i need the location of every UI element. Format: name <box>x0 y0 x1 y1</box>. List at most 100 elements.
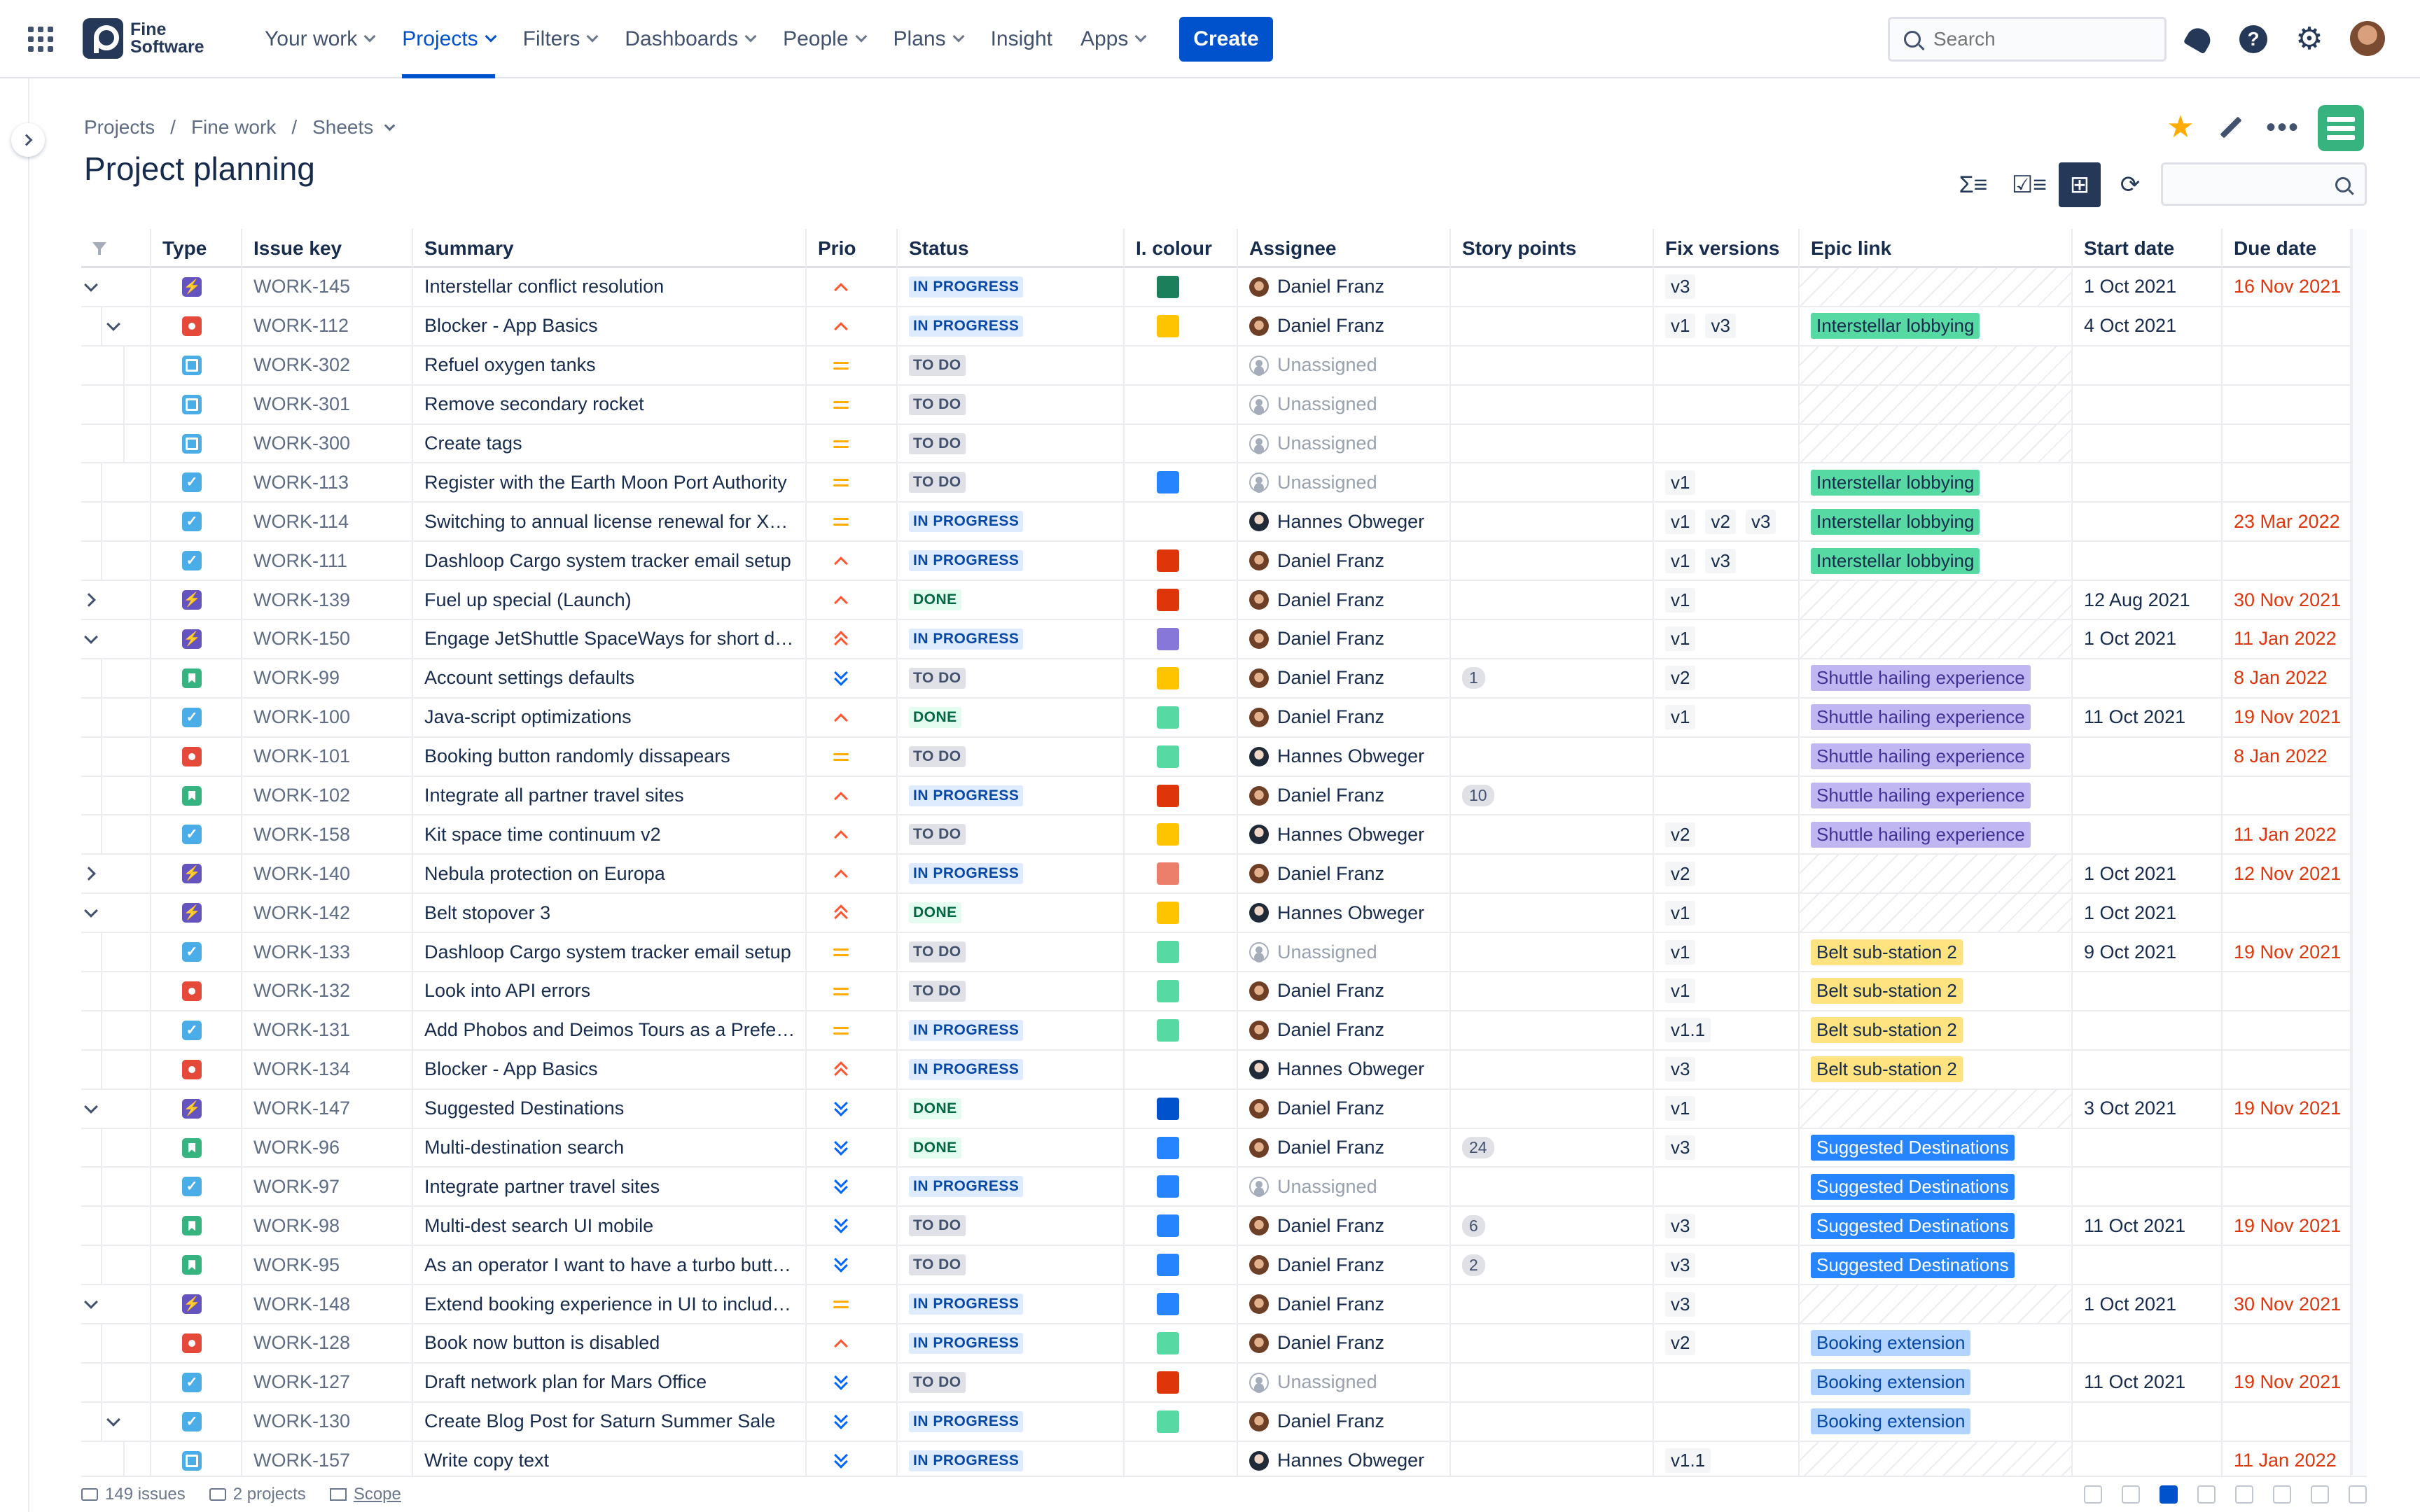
story-points-cell[interactable] <box>1451 933 1654 972</box>
story-points-cell[interactable] <box>1451 737 1654 776</box>
status-cell[interactable]: DONE <box>898 1128 1125 1167</box>
start-date-cell[interactable] <box>2073 385 2223 424</box>
summary-cell[interactable]: Remove secondary rocket <box>413 385 807 424</box>
favorite-star-icon[interactable]: ★ <box>2167 110 2195 144</box>
issue-key-text[interactable]: WORK-111 <box>253 550 348 571</box>
story-points-cell[interactable] <box>1451 855 1654 893</box>
epic-link-tag[interactable]: Belt sub-station 2 <box>1811 1056 1963 1083</box>
summary-cell[interactable]: Account settings defaults <box>413 659 807 697</box>
assignee-cell[interactable]: Daniel Franz <box>1238 698 1451 736</box>
summary-cell[interactable]: Kit space time continuum v2 <box>413 816 807 854</box>
priority-cell[interactable] <box>807 1363 898 1401</box>
fix-versions-cell[interactable]: v1 <box>1654 620 1800 658</box>
summary-cell[interactable]: Write copy text <box>413 1441 807 1480</box>
assignee-cell[interactable]: Hannes Obweger <box>1238 503 1451 541</box>
start-date-cell[interactable] <box>2073 346 2223 384</box>
epic-link-cell[interactable] <box>1800 1089 2073 1128</box>
start-date-cell[interactable] <box>2073 737 2223 776</box>
epic-link-cell[interactable]: Interstellar lobbying <box>1800 463 2073 502</box>
issue-key-text[interactable]: WORK-134 <box>253 1058 351 1080</box>
epic-link-cell[interactable] <box>1800 855 2073 893</box>
epic-link-cell[interactable]: Interstellar lobbying <box>1800 307 2073 345</box>
issue-key-text[interactable]: WORK-114 <box>253 510 349 532</box>
summary-cell[interactable]: Engage JetShuttle SpaceWays for short d… <box>413 620 807 658</box>
start-date-cell[interactable] <box>2073 1050 2223 1088</box>
epic-link-cell[interactable]: Shuttle hailing experience <box>1800 737 2073 776</box>
issue-key-text[interactable]: WORK-128 <box>253 1332 351 1354</box>
epic-link-cell[interactable] <box>1800 1285 2073 1324</box>
table-row[interactable]: ⚡ WORK-145 Interstellar conflict resolutio… <box>81 268 2367 307</box>
fix-versions-cell[interactable]: v1.1 <box>1654 1441 1800 1480</box>
issue-key-text[interactable]: WORK-150 <box>253 628 351 650</box>
issue-colour-cell[interactable] <box>1125 268 1238 306</box>
story-points-cell[interactable] <box>1451 503 1654 541</box>
summary-cell[interactable]: Java-script optimizations <box>413 698 807 736</box>
create-button[interactable]: Create <box>1179 17 1273 62</box>
priority-cell[interactable] <box>807 1324 898 1362</box>
due-date-cell[interactable] <box>2223 1011 2351 1049</box>
fix-versions-cell[interactable]: v1 <box>1654 894 1800 932</box>
due-date-cell[interactable]: 30 Nov 2021 <box>2223 1285 2351 1324</box>
chevron-down-icon[interactable] <box>104 316 123 336</box>
status-cell[interactable]: TO DO <box>898 659 1125 697</box>
fix-versions-cell[interactable] <box>1654 346 1800 384</box>
settings-gear-icon[interactable]: ⚙ <box>2295 22 2323 56</box>
story-points-cell[interactable] <box>1451 1441 1654 1480</box>
issue-key-text[interactable]: WORK-300 <box>253 433 351 454</box>
issue-key[interactable]: WORK-100 <box>242 698 413 736</box>
issue-colour-cell[interactable] <box>1125 346 1238 384</box>
status-cell[interactable]: TO DO <box>898 1363 1125 1401</box>
assignee-cell[interactable]: Hannes Obweger <box>1238 1050 1451 1088</box>
issue-key-text[interactable]: WORK-101 <box>253 746 351 767</box>
assignee-cell[interactable]: Unassigned <box>1238 463 1451 502</box>
due-date-cell[interactable]: 11 Jan 2022 <box>2223 816 2351 854</box>
table-row[interactable]: WORK-99 Account settings defaults TO DO Dan… <box>81 659 2367 699</box>
story-points-cell[interactable] <box>1451 346 1654 384</box>
issue-key[interactable]: WORK-98 <box>242 1207 413 1245</box>
issue-key[interactable]: WORK-111 <box>242 542 413 580</box>
start-date-cell[interactable] <box>2073 659 2223 697</box>
fix-versions-cell[interactable]: v1 <box>1654 972 1800 1010</box>
status-cell[interactable]: IN PROGRESS <box>898 503 1125 541</box>
issue-colour-cell[interactable] <box>1125 1324 1238 1362</box>
summary-cell[interactable]: Fuel up special (Launch) <box>413 581 807 620</box>
story-points-cell[interactable]: 2 <box>1451 1246 1654 1284</box>
sum-rows-icon[interactable] <box>2084 1485 2102 1504</box>
issue-colour-cell[interactable] <box>1125 385 1238 424</box>
table-row[interactable]: ✓ WORK-130 Create Blog Post for Saturn Sum… <box>81 1402 2367 1442</box>
due-date-cell[interactable] <box>2223 1324 2351 1362</box>
story-points-cell[interactable] <box>1451 1285 1654 1324</box>
due-date-cell[interactable] <box>2223 463 2351 502</box>
issue-colour-cell[interactable] <box>1125 1128 1238 1167</box>
nav-item-filters[interactable]: Filters <box>523 0 599 78</box>
story-points-cell[interactable] <box>1451 424 1654 463</box>
due-date-cell[interactable] <box>2223 1168 2351 1206</box>
issue-colour-cell[interactable] <box>1125 463 1238 502</box>
story-points-cell[interactable] <box>1451 1011 1654 1049</box>
epic-link-cell[interactable] <box>1800 424 2073 463</box>
column-header-assignee[interactable]: Assignee <box>1238 229 1451 268</box>
table-row[interactable]: ✓ WORK-113 Register with the Earth Moon Po… <box>81 463 2367 503</box>
start-date-cell[interactable]: 1 Oct 2021 <box>2073 894 2223 932</box>
status-cell[interactable]: TO DO <box>898 1246 1125 1284</box>
status-cell[interactable]: DONE <box>898 698 1125 736</box>
assignee-cell[interactable]: Daniel Franz <box>1238 776 1451 815</box>
due-date-cell[interactable] <box>2223 424 2351 463</box>
assignee-cell[interactable]: Unassigned <box>1238 1168 1451 1206</box>
status-cell[interactable]: IN PROGRESS <box>898 1324 1125 1362</box>
column-header-fix-versions[interactable]: Fix versions <box>1654 229 1800 268</box>
start-date-cell[interactable]: 9 Oct 2021 <box>2073 933 2223 972</box>
nav-item-projects[interactable]: Projects <box>402 0 497 78</box>
issue-colour-cell[interactable] <box>1125 737 1238 776</box>
issue-key-text[interactable]: WORK-139 <box>253 589 351 610</box>
start-date-cell[interactable] <box>2073 1324 2223 1362</box>
profile-avatar[interactable] <box>2350 21 2385 56</box>
table-row[interactable]: WORK-96 Multi-destination search DONE Danie… <box>81 1128 2367 1168</box>
epic-link-cell[interactable]: Shuttle hailing experience <box>1800 776 2073 815</box>
due-date-cell[interactable] <box>2223 346 2351 384</box>
epic-link-tag[interactable]: Interstellar lobbying <box>1811 469 1980 496</box>
fix-versions-cell[interactable] <box>1654 1363 1800 1401</box>
story-points-cell[interactable] <box>1451 698 1654 736</box>
start-date-cell[interactable]: 4 Oct 2021 <box>2073 307 2223 345</box>
issue-key-text[interactable]: WORK-99 <box>253 667 340 689</box>
